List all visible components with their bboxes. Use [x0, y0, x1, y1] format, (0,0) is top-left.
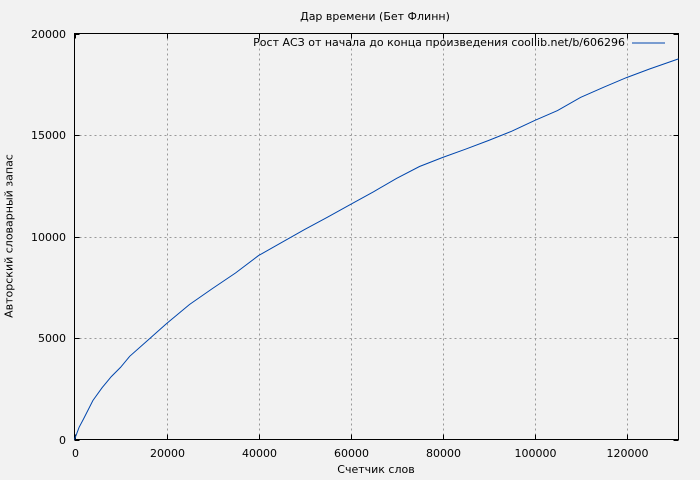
series-line-0 [74, 58, 679, 440]
x-axis-label: Счетчик слов [337, 463, 415, 476]
plot-frame [74, 33, 679, 440]
x-tick-label: 60000 [334, 447, 369, 460]
x-tick-label: 80000 [426, 447, 461, 460]
chart-title: Дар времени (Бет Флинн) [300, 10, 450, 23]
x-tick-label: 100000 [514, 447, 557, 460]
x-tick-label: 0 [72, 447, 79, 460]
grid [74, 33, 679, 440]
y-tick-label: 5000 [38, 331, 66, 345]
x-tick-label: 120000 [606, 447, 649, 460]
y-tick-label: 10000 [31, 230, 66, 244]
y-axis-label: Авторский словарный запас [2, 154, 16, 318]
y-tick-label: 0 [59, 433, 66, 447]
x-tick-label: 40000 [242, 447, 277, 460]
x-tick-label: 20000 [150, 447, 185, 460]
y-tick-label: 20000 [31, 27, 66, 41]
ticks [74, 33, 679, 441]
y-tick-label: 15000 [31, 128, 66, 142]
legend-label: Рост АСЗ от начала до конца произведения… [253, 36, 625, 49]
